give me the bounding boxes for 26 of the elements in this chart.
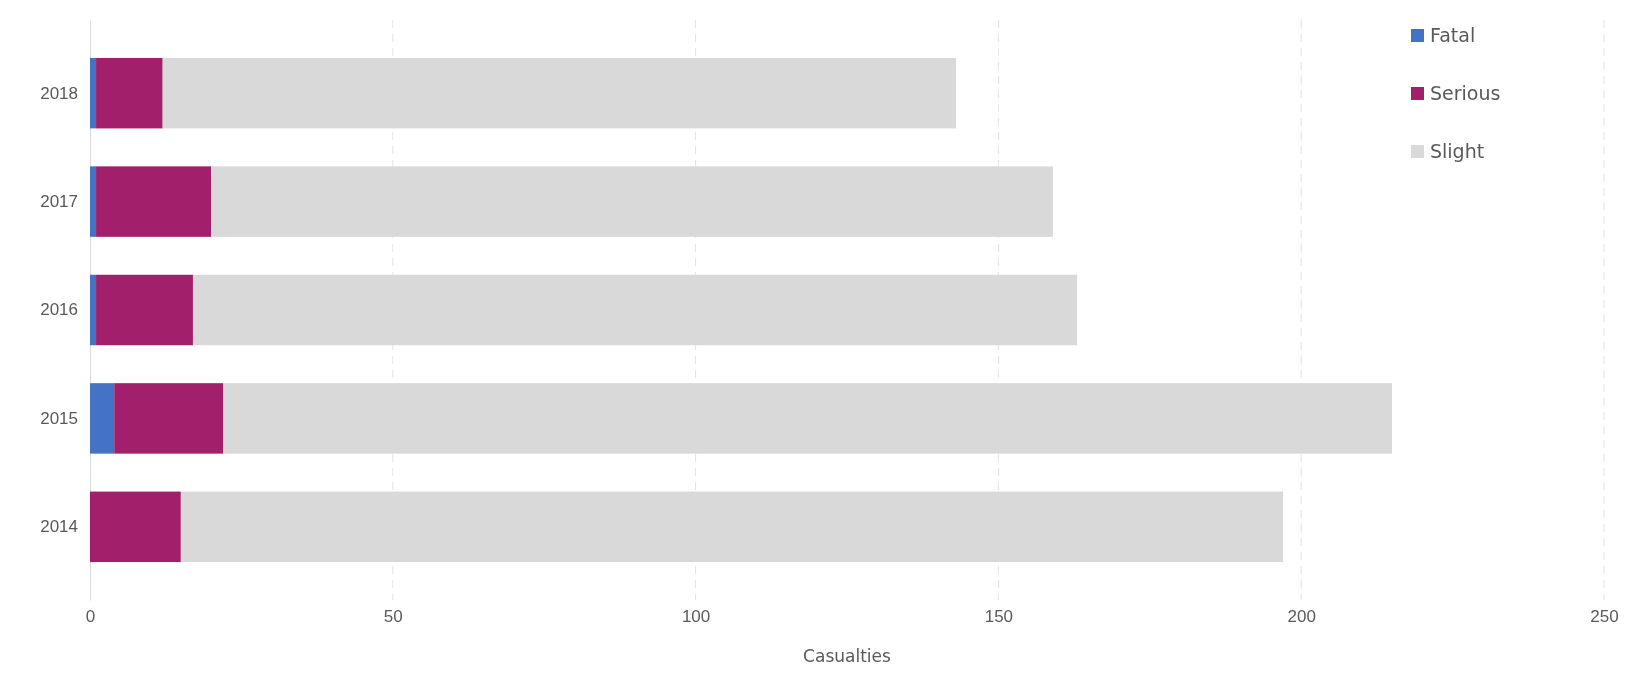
x-tick-label: 100: [681, 607, 711, 627]
x-tick-label: 150: [984, 607, 1014, 627]
bar: [96, 166, 212, 237]
y-tick-label: 2014: [40, 517, 78, 537]
bar: [162, 57, 957, 129]
legend-label: Serious: [1430, 82, 1501, 104]
bar: [96, 57, 163, 129]
x-tick-label: 0: [85, 607, 96, 627]
x-tick-label: 50: [383, 607, 403, 627]
bar: [90, 491, 181, 563]
bar: [90, 383, 115, 454]
legend-label: Fatal: [1430, 24, 1476, 46]
bar: [90, 166, 97, 237]
bar: [90, 274, 97, 346]
bar: [96, 274, 193, 346]
y-tick-label: 2015: [40, 408, 78, 428]
x-tick-label: 250: [1590, 607, 1619, 627]
y-tick-label: 2017: [40, 192, 78, 212]
x-axis-title: Casualties: [803, 646, 892, 666]
legend-label: Slight: [1430, 140, 1485, 162]
bar: [90, 57, 97, 129]
bar: [180, 491, 1284, 563]
y-tick-label: 2016: [40, 300, 78, 320]
x-tick-label: 200: [1287, 607, 1316, 627]
bar: [114, 383, 224, 454]
y-tick-label: 2018: [40, 83, 78, 103]
